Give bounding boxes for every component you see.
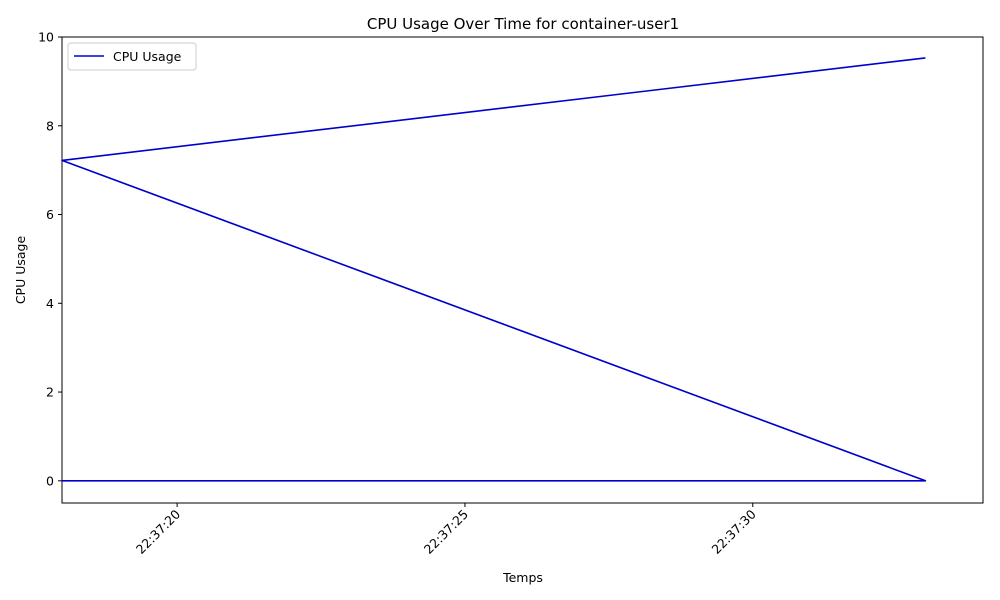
y-axis-title: CPU Usage — [13, 236, 28, 305]
series-layer — [61, 57, 927, 482]
series-line-0 — [61, 57, 927, 482]
y-tick-label: 6 — [46, 207, 54, 222]
y-tick-label: 8 — [46, 118, 54, 133]
plot-area — [61, 36, 984, 504]
chart-title: CPU Usage Over Time for container-user1 — [367, 15, 679, 33]
y-tick-label: 0 — [46, 473, 54, 488]
legend-box — [67, 42, 197, 71]
y-axis: 0 2 4 6 8 10 — [38, 30, 62, 488]
legend-label: CPU Usage — [113, 49, 182, 64]
plot-frame — [61, 36, 984, 504]
legend: CPU Usage — [67, 42, 197, 71]
y-tick-label: 10 — [38, 30, 54, 45]
y-tick-label: 2 — [46, 385, 54, 400]
x-axis-title: Temps — [502, 570, 543, 585]
y-tick-label: 4 — [46, 296, 54, 311]
